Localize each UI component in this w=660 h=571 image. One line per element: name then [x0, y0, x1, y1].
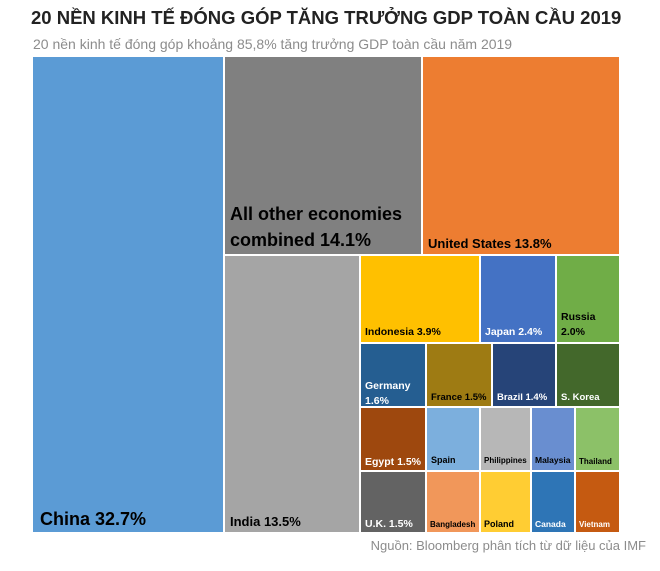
treemap-tile-russia: Russia 2.0% [555, 254, 621, 344]
treemap-label-canada: Canada [535, 519, 566, 529]
treemap-tile-s-korea: S. Korea [555, 342, 621, 408]
treemap-label-thailand: Thailand [579, 457, 612, 466]
treemap-rect-indonesia [359, 254, 481, 344]
treemap-tile-philippines: Philippines [479, 406, 532, 472]
treemap-label-united-states: United States 13.8% [428, 236, 552, 251]
treemap-label-all-other-economies-combined-line-2: combined 14.1% [230, 230, 371, 250]
treemap-rect-india [223, 254, 361, 534]
treemap-tile-bangladesh: Bangladesh [425, 470, 481, 534]
treemap-label-u-k: U.K. 1.5% [365, 518, 414, 530]
treemap-rect-poland [479, 470, 532, 534]
treemap-tile-india: India 13.5% [223, 254, 361, 534]
treemap-rect-brazil [491, 342, 557, 408]
treemap-rect-u-k [359, 470, 427, 534]
treemap-tile-canada: Canada [530, 470, 576, 534]
treemap-label-brazil: Brazil 1.4% [497, 392, 548, 403]
treemap-tile-france: France 1.5% [425, 342, 493, 408]
treemap-label-germany-line-1: Germany [365, 380, 411, 392]
treemap-label-malaysia: Malaysia [535, 455, 571, 465]
treemap-tile-china: China 32.7% [31, 55, 225, 534]
treemap-tile-japan: Japan 2.4% [479, 254, 557, 344]
treemap-tile-vietnam: Vietnam [574, 470, 621, 534]
treemap-rect-russia [555, 254, 621, 344]
treemap-label-germany-line-2: 1.6% [365, 395, 390, 407]
treemap-label-s-korea: S. Korea [561, 392, 600, 403]
treemap-label-japan: Japan 2.4% [485, 326, 543, 338]
treemap-label-france: France 1.5% [431, 392, 487, 403]
treemap-label-china: China 32.7% [40, 509, 146, 529]
treemap-tile-united-states: United States 13.8% [421, 55, 621, 256]
treemap-label-egypt: Egypt 1.5% [365, 456, 422, 468]
treemap-label-russia-line-1: Russia [561, 311, 596, 323]
treemap-rect-malaysia [530, 406, 576, 472]
treemap-label-philippines: Philippines [484, 456, 527, 465]
treemap-label-spain: Spain [431, 455, 456, 465]
treemap-label-vietnam: Vietnam [579, 520, 610, 529]
treemap-rect-all-other-economies-combined [223, 55, 423, 256]
treemap-rect-china [31, 55, 225, 534]
treemap-rect-vietnam [574, 470, 621, 534]
chart-subtitle: 20 nền kinh tế đóng góp khoảng 85,8% tăn… [33, 36, 513, 52]
treemap-rect-philippines [479, 406, 532, 472]
chart-title: 20 NỀN KINH TẾ ĐÓNG GÓP TĂNG TRƯỞNG GDP … [31, 7, 622, 28]
treemap-tile-egypt: Egypt 1.5% [359, 406, 427, 472]
treemap-label-poland: Poland [484, 519, 514, 529]
treemap-tile-all-other-economies-combined: All other economies combined 14.1% [223, 55, 423, 256]
treemap-tile-malaysia: Malaysia [530, 406, 576, 472]
treemap-tile-brazil: Brazil 1.4% [491, 342, 557, 408]
treemap-tile-u-k: U.K. 1.5% [359, 470, 427, 534]
source-note: Nguồn: Bloomberg phân tích từ dữ liệu củ… [370, 538, 646, 553]
treemap-tile-spain: Spain [425, 406, 481, 472]
treemap-tile-poland: Poland [479, 470, 532, 534]
treemap-label-bangladesh: Bangladesh [430, 520, 475, 529]
treemap-tile-thailand: Thailand [574, 406, 621, 472]
treemap-tile-germany: Germany 1.6% [359, 342, 427, 408]
treemap-rect-germany [359, 342, 427, 408]
treemap-tile-indonesia: Indonesia 3.9% [359, 254, 481, 344]
treemap-label-india: India 13.5% [230, 514, 301, 529]
treemap-rect-canada [530, 470, 576, 534]
treemap-label-russia-line-2: 2.0% [561, 326, 586, 338]
treemap-label-indonesia: Indonesia 3.9% [365, 326, 442, 338]
treemap-label-all-other-economies-combined-line-1: All other economies [230, 204, 402, 224]
treemap-rect-united-states [421, 55, 621, 256]
